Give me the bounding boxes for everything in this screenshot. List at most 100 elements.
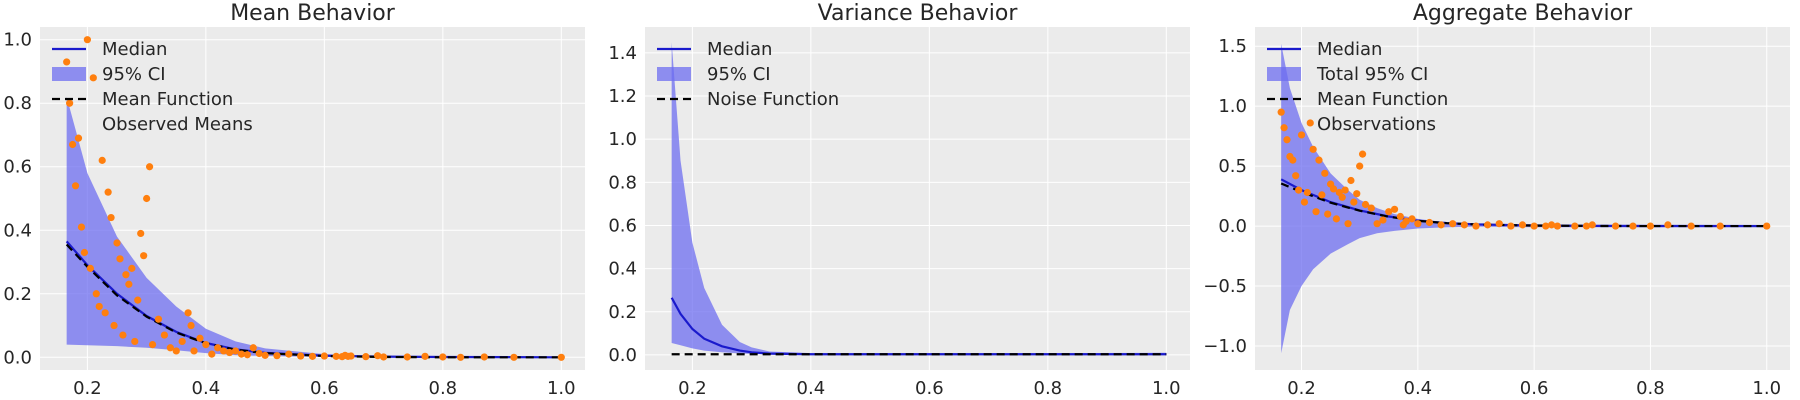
data-point bbox=[68, 140, 77, 149]
data-point bbox=[1547, 221, 1556, 229]
data-point bbox=[1356, 162, 1364, 170]
data-point bbox=[403, 353, 411, 361]
legend-label: Median bbox=[1317, 39, 1382, 60]
data-point bbox=[1402, 217, 1410, 225]
data-point bbox=[1588, 221, 1596, 229]
data-point bbox=[119, 331, 127, 339]
x-tick-label: 0.6 bbox=[915, 378, 944, 399]
data-point bbox=[1309, 145, 1317, 153]
data-point bbox=[1379, 216, 1387, 224]
data-point bbox=[154, 315, 163, 323]
data-point bbox=[143, 194, 151, 203]
data-point bbox=[196, 334, 204, 342]
y-tick-label: 1.0 bbox=[608, 129, 637, 150]
legend-label: Mean Function bbox=[102, 89, 233, 110]
y-tick-label: 0.0 bbox=[3, 347, 32, 368]
data-point bbox=[1414, 220, 1422, 228]
y-tick-label: 0.8 bbox=[3, 93, 32, 114]
data-point bbox=[86, 264, 94, 272]
chart-title: Mean Behavior bbox=[230, 1, 396, 26]
data-point bbox=[285, 350, 293, 358]
y-tick-label: 0.6 bbox=[608, 215, 637, 236]
data-point bbox=[1300, 198, 1309, 206]
data-point bbox=[1324, 210, 1332, 218]
data-point bbox=[1495, 220, 1503, 228]
data-point bbox=[225, 348, 234, 357]
legend-swatch-band bbox=[657, 67, 691, 81]
data-point bbox=[1385, 208, 1393, 216]
y-tick-label: 1.0 bbox=[1218, 96, 1247, 117]
data-point bbox=[1318, 191, 1326, 199]
legend-label: 95% CI bbox=[102, 64, 166, 85]
data-point bbox=[208, 350, 216, 358]
data-point bbox=[1390, 205, 1399, 213]
legend: Median 95% CI Mean Function Observed Means bbox=[52, 39, 253, 135]
data-point bbox=[1518, 221, 1527, 229]
y-tick-label: 1.0 bbox=[3, 30, 32, 51]
data-point bbox=[92, 290, 100, 298]
plot-area bbox=[645, 27, 1190, 370]
x-tick-label: 0.8 bbox=[1034, 378, 1063, 399]
chart-panel-3: Aggregate Behavior 0.2 0.4 0.6 0.8 1.0 −1.0 −0.… bbox=[1203, 1, 1790, 399]
data-point bbox=[320, 352, 328, 360]
data-point bbox=[104, 188, 112, 196]
data-point bbox=[1373, 220, 1381, 228]
chart-title: Aggregate Behavior bbox=[1413, 1, 1633, 26]
x-tick-label: 0.4 bbox=[797, 378, 826, 399]
ci-band bbox=[66, 96, 562, 358]
data-point bbox=[1329, 185, 1338, 193]
data-point bbox=[1664, 221, 1672, 229]
data-point bbox=[1338, 193, 1346, 201]
data-point bbox=[1716, 222, 1724, 230]
x-tick-label: 1.0 bbox=[1752, 378, 1781, 399]
data-point bbox=[116, 255, 124, 263]
legend-label: 95% CI bbox=[707, 64, 771, 85]
y-tick-label: 0.2 bbox=[3, 284, 32, 305]
x-tick-label: 1.0 bbox=[547, 378, 576, 399]
data-point bbox=[1530, 222, 1538, 230]
y-tick-label: 0.4 bbox=[3, 220, 32, 241]
y-tick-label: 0.4 bbox=[608, 259, 637, 280]
data-point bbox=[255, 349, 263, 358]
data-point bbox=[1425, 218, 1434, 227]
data-point bbox=[71, 182, 80, 190]
data-point bbox=[98, 156, 106, 164]
data-point bbox=[1437, 221, 1445, 229]
data-point bbox=[1277, 108, 1285, 116]
y-tick-label: 0.5 bbox=[1218, 156, 1247, 177]
data-point bbox=[243, 351, 251, 359]
y-tick-label: 0.6 bbox=[3, 157, 32, 178]
data-point bbox=[1361, 200, 1370, 209]
x-tick-label: 0.2 bbox=[73, 378, 102, 399]
data-point bbox=[187, 321, 195, 330]
data-point bbox=[1408, 215, 1416, 223]
x-tick-label: 0.2 bbox=[678, 378, 707, 399]
plot-marks bbox=[670, 42, 1167, 356]
data-point bbox=[1542, 222, 1550, 230]
data-point bbox=[557, 353, 565, 361]
data-point bbox=[1306, 119, 1314, 127]
data-point bbox=[1582, 222, 1591, 230]
chart-title: Variance Behavior bbox=[818, 1, 1019, 26]
data-point bbox=[1507, 222, 1515, 230]
data-point bbox=[1283, 136, 1291, 144]
y-tick-label: −1.0 bbox=[1203, 336, 1247, 357]
data-point bbox=[145, 163, 154, 171]
legend-label: Observed Means bbox=[102, 114, 253, 135]
data-point bbox=[1358, 150, 1367, 158]
legend-label: Total 95% CI bbox=[1316, 64, 1428, 85]
data-point bbox=[379, 353, 388, 361]
data-point bbox=[1646, 222, 1655, 230]
data-point bbox=[101, 309, 109, 317]
data-point bbox=[1460, 221, 1468, 229]
data-point bbox=[1484, 221, 1492, 229]
chart-panel-2: Variance Behavior 0.2 0.4 0.6 0.8 1.0 0.0 0.2 0.… bbox=[608, 1, 1190, 399]
x-tick-label: 0.6 bbox=[310, 378, 339, 399]
data-point bbox=[1763, 222, 1771, 230]
data-point bbox=[83, 36, 91, 44]
data-point bbox=[172, 347, 180, 355]
data-point bbox=[231, 347, 240, 355]
data-point bbox=[148, 340, 157, 349]
data-point bbox=[63, 58, 71, 66]
data-point bbox=[140, 252, 148, 260]
